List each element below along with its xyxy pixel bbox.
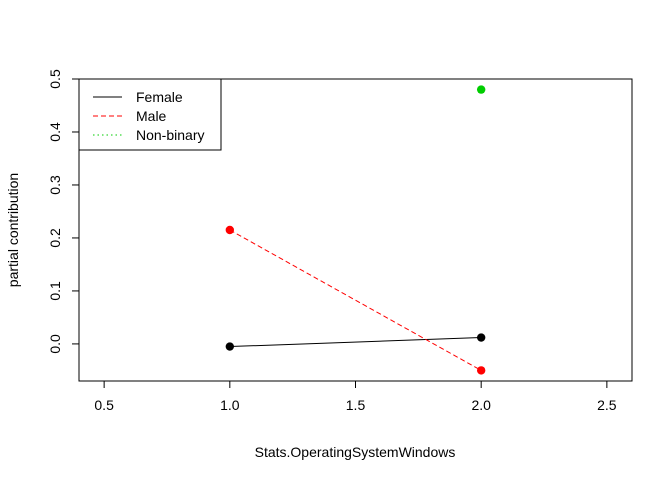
point-male xyxy=(225,225,235,235)
legend-label-female: Female xyxy=(136,89,183,105)
x-tick-label: 2.5 xyxy=(597,397,617,413)
legend-box xyxy=(78,78,222,151)
point-male xyxy=(476,366,486,375)
x-axis: 0.5 1.0 1.5 2.0 2.5 xyxy=(94,380,617,413)
x-tick-label: 0.5 xyxy=(94,397,114,413)
y-axis-label: partial contribution xyxy=(5,173,21,287)
series-line-female xyxy=(229,337,482,348)
x-axis-label: Stats.OperatingSystemWindows xyxy=(255,444,456,460)
y-tick-label: 0.0 xyxy=(47,334,63,354)
y-tick-label: 0.3 xyxy=(47,175,63,195)
point-female xyxy=(476,333,486,342)
y-axis: 0.0 0.1 0.2 0.3 0.4 0.5 xyxy=(47,69,80,354)
y-tick-label: 0.2 xyxy=(47,228,63,248)
x-tick-label: 2.0 xyxy=(471,397,491,413)
point-female xyxy=(225,342,235,351)
legend: Female Male Non-binary xyxy=(78,78,222,151)
y-tick-label: 0.4 xyxy=(47,122,63,142)
y-tick-label: 0.1 xyxy=(47,281,63,301)
y-tick-label: 0.5 xyxy=(47,69,63,89)
legend-label-non-binary: Non-binary xyxy=(136,127,204,143)
point-non-binary xyxy=(476,85,486,94)
x-tick-label: 1.0 xyxy=(220,397,240,413)
x-tick-label: 1.5 xyxy=(346,397,366,413)
series-layer xyxy=(225,85,486,375)
series-line-male xyxy=(229,229,482,371)
legend-label-male: Male xyxy=(136,108,167,124)
